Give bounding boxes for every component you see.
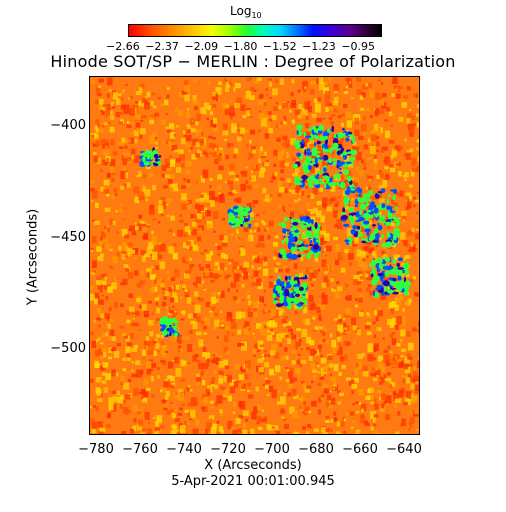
x-tick-label: −700 (254, 442, 290, 457)
colorbar-tick: −1.80 (223, 40, 258, 53)
colorbar-tick-labels: −2.66 −2.37 −2.09 −1.80 −1.52 −1.23 −0.9… (106, 40, 406, 53)
colorbar-title: Log10 (230, 4, 262, 20)
x-tick-label: −660 (342, 442, 378, 457)
x-tick-label: −760 (122, 442, 158, 457)
x-tick-label: −680 (298, 442, 334, 457)
colorbar-tick: −2.37 (145, 40, 179, 53)
x-tick-label: −780 (78, 442, 114, 457)
colorbar-tick: −2.09 (184, 40, 219, 53)
polarization-image (89, 76, 420, 435)
colorbar (128, 24, 382, 37)
plot-title: Hinode SOT/SP − MERLIN : Degree of Polar… (50, 52, 456, 71)
colorbar-tick: −0.95 (341, 40, 376, 53)
x-tick-label: −640 (386, 442, 422, 457)
x-tick-label: −740 (166, 442, 202, 457)
observation-timestamp: 5-Apr-2021 00:01:00.945 (171, 474, 335, 489)
y-axis-label: Y (Arcseconds) (25, 208, 41, 306)
x-tick-label: −720 (210, 442, 246, 457)
y-tick-label: −400 (50, 118, 86, 133)
y-tick-label: −500 (50, 341, 86, 356)
x-axis-label: X (Arcseconds) (204, 458, 302, 473)
colorbar-tick: −1.52 (262, 40, 297, 53)
colorbar-tick: −2.66 (106, 40, 140, 53)
y-tick-label: −450 (50, 230, 86, 245)
colorbar-tick: −1.23 (302, 40, 336, 53)
